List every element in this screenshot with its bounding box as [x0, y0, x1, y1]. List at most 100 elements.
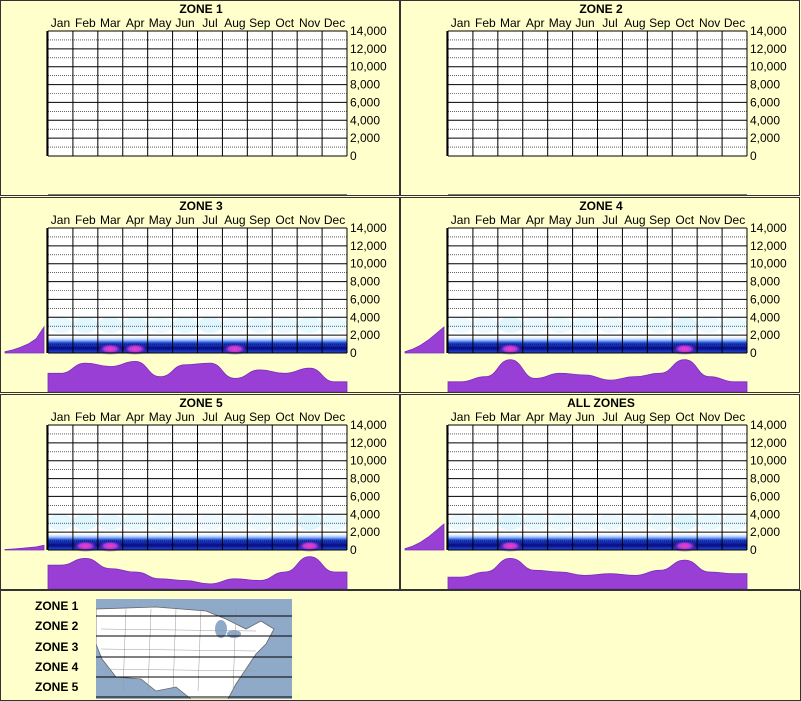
- monthly-density-curve: [47, 556, 348, 589]
- heat-cloud-aug: [222, 317, 248, 333]
- month-label-feb: Feb: [475, 213, 496, 227]
- y-tick-label: 14,000: [350, 221, 387, 235]
- heat-hotspot-aug: [221, 343, 249, 355]
- heat-cloud-aug: [622, 317, 648, 333]
- y-tick-label: 0: [350, 149, 357, 163]
- panel-chart: Jan Feb Mar Apr May Jun Jul Aug Sep Oct Nov Dec 14,0…: [46, 16, 387, 195]
- heat-hotspot-mar: [96, 343, 124, 355]
- month-label-nov: Nov: [299, 16, 320, 30]
- month-label-oct: Oct: [675, 410, 694, 424]
- y-tick-label: 10,000: [350, 257, 387, 271]
- y-tick-label: 12,000: [350, 239, 387, 253]
- heat-cloud-jul: [197, 514, 223, 530]
- month-label-jul: Jul: [202, 16, 217, 30]
- heat-cloud-may: [547, 317, 573, 333]
- panel-title: ALL ZONES: [567, 396, 635, 410]
- y-tick-label: 14,000: [350, 24, 387, 38]
- month-label-feb: Feb: [75, 16, 96, 30]
- month-label-nov: Nov: [299, 213, 320, 227]
- y-tick-label: 8,000: [350, 472, 380, 486]
- heat-cloud-feb: [472, 317, 498, 333]
- heat-cloud-apr: [122, 317, 148, 333]
- month-label-sep: Sep: [649, 16, 671, 30]
- y-tick-label: 6,000: [350, 95, 380, 109]
- y-tick-label: 12,000: [750, 436, 787, 450]
- heat-cloud-oct: [272, 514, 298, 530]
- month-label-dec: Dec: [324, 213, 345, 227]
- heat-hotspot-mar: [96, 540, 124, 552]
- y-tick-label: 2,000: [350, 328, 380, 342]
- y-tick-label: 14,000: [350, 418, 387, 432]
- month-label-jun: Jun: [575, 213, 594, 227]
- monthly-density-curve: [447, 557, 748, 589]
- heat-cloud-mar: [497, 317, 523, 333]
- elevation-profile: [404, 523, 445, 551]
- heat-cloud-mar: [97, 514, 123, 530]
- panel-title: ZONE 5: [179, 396, 223, 410]
- y-tick-label: 10,000: [350, 454, 387, 468]
- panel-chart: Jan Feb Mar Apr May Jun Jul Aug Sep Oct Nov Dec 14,0…: [4, 213, 387, 392]
- month-label-dec: Dec: [324, 410, 345, 424]
- month-label-oct: Oct: [275, 213, 294, 227]
- month-label-feb: Feb: [75, 410, 96, 424]
- legend-zone-3: ZONE 3: [35, 640, 79, 654]
- heat-cloud-feb: [72, 514, 98, 530]
- month-label-may: May: [149, 213, 172, 227]
- heat-hotspot-mar: [496, 540, 524, 552]
- y-tick-label: 6,000: [750, 95, 780, 109]
- y-tick-label: 4,000: [350, 507, 380, 521]
- month-label-mar: Mar: [500, 213, 521, 227]
- y-tick-label: 10,000: [750, 257, 787, 271]
- elevation-profile: [4, 325, 45, 354]
- y-tick-label: 12,000: [350, 42, 387, 56]
- y-tick-label: 12,000: [750, 42, 787, 56]
- y-tick-label: 0: [750, 346, 757, 360]
- legend-zone-2: ZONE 2: [35, 619, 79, 633]
- y-tick-label: 10,000: [350, 60, 387, 74]
- month-label-sep: Sep: [249, 410, 271, 424]
- month-label-dec: Dec: [324, 16, 345, 30]
- month-label-mar: Mar: [100, 16, 121, 30]
- month-label-may: May: [549, 16, 572, 30]
- zone-panel-2: ZONE 2 Jan Feb Mar Apr May Jun Jul Aug Sep Oct Nov D…: [400, 0, 800, 196]
- month-label-nov: Nov: [699, 213, 720, 227]
- heat-cloud-oct: [672, 317, 698, 333]
- month-label-nov: Nov: [299, 410, 320, 424]
- y-tick-label: 0: [750, 149, 757, 163]
- month-label-sep: Sep: [249, 213, 271, 227]
- month-label-jul: Jul: [202, 410, 217, 424]
- panel-chart: Jan Feb Mar Apr May Jun Jul Aug Sep Oct Nov Dec 14,0…: [446, 16, 787, 195]
- heat-hotspot-oct: [671, 540, 699, 552]
- zone-panel-4: ZONE 4 Jan Feb Mar Apr May Jun Jul Aug Sep Oct Nov D…: [400, 197, 800, 393]
- y-tick-label: 8,000: [750, 275, 780, 289]
- zone-panel-6: ALL ZONES Jan Feb Mar Apr May Jun Jul Aug Sep Oct N…: [400, 394, 800, 590]
- zone-panel-5: ZONE 5 Jan Feb Mar Apr May Jun Jul Aug Sep Oct Nov D…: [0, 394, 400, 590]
- y-tick-label: 10,000: [750, 60, 787, 74]
- panel-title: ZONE 2: [579, 2, 623, 16]
- heat-cloud-may: [547, 514, 573, 530]
- month-label-jan: Jan: [51, 213, 70, 227]
- month-label-jul: Jul: [202, 213, 217, 227]
- y-tick-label: 0: [350, 543, 357, 557]
- heat-cloud-dec: [322, 317, 347, 333]
- y-tick-label: 8,000: [750, 472, 780, 486]
- heat-cloud-oct: [672, 514, 698, 530]
- heat-cloud-apr: [522, 317, 548, 333]
- month-label-apr: Apr: [526, 410, 545, 424]
- panel-title: ZONE 1: [179, 2, 223, 16]
- heat-cloud-aug: [622, 514, 648, 530]
- heat-cloud-dec: [722, 514, 747, 530]
- y-tick-label: 12,000: [350, 436, 387, 450]
- elevation-profile: [4, 544, 45, 551]
- heat-cloud-jul: [597, 514, 623, 530]
- month-label-oct: Oct: [675, 16, 694, 30]
- month-label-aug: Aug: [624, 16, 645, 30]
- y-tick-label: 0: [350, 346, 357, 360]
- panel-title: ZONE 4: [579, 199, 623, 213]
- y-tick-label: 2,000: [750, 328, 780, 342]
- us-zone-map: [96, 599, 292, 699]
- month-label-feb: Feb: [475, 16, 496, 30]
- y-tick-label: 12,000: [750, 239, 787, 253]
- month-label-jun: Jun: [175, 16, 194, 30]
- heat-cloud-apr: [122, 514, 148, 530]
